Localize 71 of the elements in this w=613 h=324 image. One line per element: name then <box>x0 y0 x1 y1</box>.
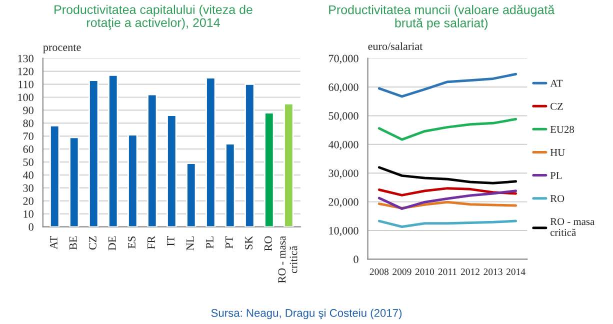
y-tick-label: 80 <box>23 120 34 128</box>
bar <box>186 162 196 227</box>
x-tick-label: 2009 <box>392 268 412 276</box>
y-tick-label: 120 <box>18 68 34 76</box>
line-series <box>378 190 518 210</box>
y-tick-label: 30,000 <box>328 170 358 179</box>
x-tick-label: 2012 <box>460 268 480 276</box>
text: Sursa: Neagu, Dragu şi Costeiu (2017) <box>211 308 402 320</box>
line-series <box>378 118 518 141</box>
y-tick-label: 10,000 <box>329 226 358 236</box>
bar <box>147 94 158 227</box>
bar <box>166 114 177 227</box>
y-tick-label: 70 <box>24 132 34 140</box>
bar <box>128 134 138 227</box>
legend-label: RO <box>550 195 564 202</box>
bar <box>69 136 80 227</box>
y-tick-label: 20,000 <box>328 198 358 208</box>
y-tick-label: 0 <box>354 256 358 264</box>
line-series <box>378 166 518 184</box>
bar <box>88 80 99 227</box>
chart-title: Productivitatea capitalului (viteza de rotaţie a activelor), 2014 <box>54 4 252 30</box>
x-tick-label: BE <box>70 236 77 250</box>
x-tick-label: IT <box>167 236 174 246</box>
x-tick-label: ES <box>128 236 136 248</box>
y-tick-label: 40 <box>22 171 34 179</box>
y-tick-label: 90 <box>23 106 34 114</box>
x-tick-label: PL <box>206 236 214 248</box>
x-tick-label: RO <box>264 236 272 251</box>
bar <box>108 74 118 227</box>
legend-label: PL <box>550 172 562 179</box>
y-tick-label: 130 <box>18 54 34 62</box>
bar <box>50 125 60 227</box>
y-tick-label: 60,000 <box>328 83 358 93</box>
y-axis-title: procente <box>43 44 81 54</box>
y-tick-label: 40,000 <box>328 140 358 150</box>
legend-label: RO - masa critică <box>550 218 595 236</box>
legend-label: AT <box>550 80 563 87</box>
legend-label: EU28 <box>550 126 574 133</box>
bar <box>264 112 274 227</box>
y-tick-label: 110 <box>18 80 34 88</box>
x-tick-label: DE <box>108 236 116 250</box>
bar <box>244 84 255 227</box>
x-tick-label: 2014 <box>506 268 526 276</box>
y-tick-label: 50,000 <box>328 112 358 122</box>
y-tick-label: 30 <box>23 184 34 192</box>
x-tick-label: 2008 <box>370 268 389 276</box>
line-series <box>378 72 518 98</box>
y-tick-label: 100 <box>18 94 34 102</box>
x-tick-label: PT <box>226 236 233 248</box>
bar <box>206 77 216 227</box>
chart-title: Productivitatea muncii (valoare adăugată brută pe salariat) <box>329 4 555 30</box>
x-tick-label: SK <box>244 236 252 250</box>
x-tick-label: RO - masa critică <box>278 236 298 284</box>
x-tick-label: NL <box>186 236 194 250</box>
x-tick-label: AT <box>50 236 58 250</box>
y-tick-label: 0 <box>28 223 34 231</box>
y-tick-label: 70,000 <box>328 54 358 64</box>
legend-label: CZ <box>550 102 563 110</box>
x-tick-label: FR <box>148 236 155 250</box>
x-tick-label: 2013 <box>484 268 502 276</box>
y-tick-label: 10 <box>24 210 34 218</box>
x-tick-label: 2010 <box>415 268 434 276</box>
y-tick-label: 60 <box>23 146 34 154</box>
x-tick-label: CZ <box>88 236 96 250</box>
y-tick-label: 50 <box>23 158 34 166</box>
y-axis-title: euro/salariat <box>368 42 423 50</box>
legend-label: HU <box>550 149 565 156</box>
y-tick-label: 20 <box>23 197 34 205</box>
bar <box>284 102 294 227</box>
x-tick-label: 2011 <box>438 268 456 276</box>
bar <box>225 143 236 227</box>
